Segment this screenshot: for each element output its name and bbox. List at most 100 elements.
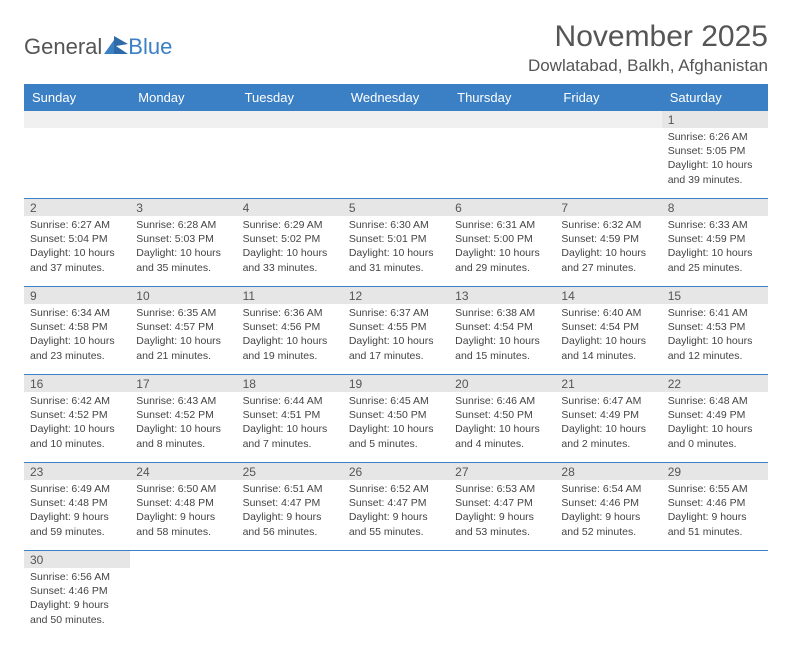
sunrise-text: Sunrise: 6:34 AM <box>30 306 124 320</box>
sunset-text: Sunset: 4:49 PM <box>561 408 655 422</box>
daylight-line2: and 37 minutes. <box>30 261 124 275</box>
day-number <box>449 551 555 568</box>
daylight-line2: and 50 minutes. <box>30 613 124 627</box>
sunset-text: Sunset: 4:48 PM <box>136 496 230 510</box>
sunset-text: Sunset: 4:52 PM <box>136 408 230 422</box>
day-cell <box>555 568 661 638</box>
daylight-line1: Daylight: 10 hours <box>668 334 762 348</box>
day-cell: Sunrise: 6:41 AMSunset: 4:53 PMDaylight:… <box>662 304 768 374</box>
daylight-line2: and 19 minutes. <box>243 349 337 363</box>
daylight-line2: and 33 minutes. <box>243 261 337 275</box>
day-number: 3 <box>130 199 236 216</box>
day-cell: Sunrise: 6:51 AMSunset: 4:47 PMDaylight:… <box>237 480 343 550</box>
daylight-line1: Daylight: 10 hours <box>668 158 762 172</box>
daylight-line2: and 5 minutes. <box>349 437 443 451</box>
sunset-text: Sunset: 4:49 PM <box>668 408 762 422</box>
week-row: Sunrise: 6:56 AMSunset: 4:46 PMDaylight:… <box>24 568 768 638</box>
sunset-text: Sunset: 4:54 PM <box>561 320 655 334</box>
day-cell <box>555 128 661 198</box>
daylight-line2: and 59 minutes. <box>30 525 124 539</box>
sunset-text: Sunset: 5:04 PM <box>30 232 124 246</box>
sunrise-text: Sunrise: 6:46 AM <box>455 394 549 408</box>
daylight-line2: and 12 minutes. <box>668 349 762 363</box>
day-cell: Sunrise: 6:50 AMSunset: 4:48 PMDaylight:… <box>130 480 236 550</box>
day-cell: Sunrise: 6:40 AMSunset: 4:54 PMDaylight:… <box>555 304 661 374</box>
day-number: 20 <box>449 375 555 392</box>
weekday-label: Tuesday <box>237 84 343 111</box>
day-cell: Sunrise: 6:54 AMSunset: 4:46 PMDaylight:… <box>555 480 661 550</box>
sunrise-text: Sunrise: 6:56 AM <box>30 570 124 584</box>
sunrise-text: Sunrise: 6:44 AM <box>243 394 337 408</box>
sunrise-text: Sunrise: 6:45 AM <box>349 394 443 408</box>
day-cell: Sunrise: 6:27 AMSunset: 5:04 PMDaylight:… <box>24 216 130 286</box>
daylight-line2: and 2 minutes. <box>561 437 655 451</box>
week-row: Sunrise: 6:49 AMSunset: 4:48 PMDaylight:… <box>24 480 768 551</box>
daynum-row: 2345678 <box>24 199 768 216</box>
daynum-row: 30 <box>24 551 768 568</box>
daylight-line1: Daylight: 9 hours <box>668 510 762 524</box>
flag-icon <box>104 36 128 54</box>
daylight-line2: and 56 minutes. <box>243 525 337 539</box>
daylight-line2: and 21 minutes. <box>136 349 230 363</box>
sunset-text: Sunset: 4:58 PM <box>30 320 124 334</box>
day-number: 6 <box>449 199 555 216</box>
week-row: Sunrise: 6:42 AMSunset: 4:52 PMDaylight:… <box>24 392 768 463</box>
day-number: 14 <box>555 287 661 304</box>
day-cell: Sunrise: 6:32 AMSunset: 4:59 PMDaylight:… <box>555 216 661 286</box>
daylight-line2: and 58 minutes. <box>136 525 230 539</box>
title-block: November 2025 Dowlatabad, Balkh, Afghani… <box>528 20 768 76</box>
week-row: Sunrise: 6:26 AMSunset: 5:05 PMDaylight:… <box>24 128 768 199</box>
daylight-line1: Daylight: 9 hours <box>30 510 124 524</box>
day-cell: Sunrise: 6:31 AMSunset: 5:00 PMDaylight:… <box>449 216 555 286</box>
day-cell <box>449 568 555 638</box>
day-cell: Sunrise: 6:37 AMSunset: 4:55 PMDaylight:… <box>343 304 449 374</box>
daylight-line1: Daylight: 9 hours <box>136 510 230 524</box>
day-number: 4 <box>237 199 343 216</box>
daylight-line2: and 0 minutes. <box>668 437 762 451</box>
day-number: 22 <box>662 375 768 392</box>
day-number: 7 <box>555 199 661 216</box>
day-cell: Sunrise: 6:44 AMSunset: 4:51 PMDaylight:… <box>237 392 343 462</box>
day-number: 24 <box>130 463 236 480</box>
daylight-line2: and 35 minutes. <box>136 261 230 275</box>
sunset-text: Sunset: 4:51 PM <box>243 408 337 422</box>
sunset-text: Sunset: 4:46 PM <box>561 496 655 510</box>
day-cell: Sunrise: 6:45 AMSunset: 4:50 PMDaylight:… <box>343 392 449 462</box>
day-cell: Sunrise: 6:30 AMSunset: 5:01 PMDaylight:… <box>343 216 449 286</box>
daylight-line2: and 10 minutes. <box>30 437 124 451</box>
day-number: 11 <box>237 287 343 304</box>
sunrise-text: Sunrise: 6:27 AM <box>30 218 124 232</box>
location: Dowlatabad, Balkh, Afghanistan <box>528 56 768 76</box>
month-title: November 2025 <box>528 20 768 54</box>
logo-text-general: General <box>24 34 102 60</box>
sunrise-text: Sunrise: 6:31 AM <box>455 218 549 232</box>
daylight-line2: and 15 minutes. <box>455 349 549 363</box>
daylight-line1: Daylight: 10 hours <box>455 246 549 260</box>
day-number <box>24 111 130 128</box>
daylight-line2: and 14 minutes. <box>561 349 655 363</box>
day-number: 10 <box>130 287 236 304</box>
sunset-text: Sunset: 4:57 PM <box>136 320 230 334</box>
logo-text-blue: Blue <box>128 34 172 60</box>
daynum-row: 23242526272829 <box>24 463 768 480</box>
day-cell <box>237 568 343 638</box>
day-number: 1 <box>662 111 768 128</box>
day-cell: Sunrise: 6:46 AMSunset: 4:50 PMDaylight:… <box>449 392 555 462</box>
sunrise-text: Sunrise: 6:47 AM <box>561 394 655 408</box>
day-number <box>343 551 449 568</box>
daylight-line1: Daylight: 10 hours <box>561 422 655 436</box>
sunrise-text: Sunrise: 6:33 AM <box>668 218 762 232</box>
day-cell: Sunrise: 6:48 AMSunset: 4:49 PMDaylight:… <box>662 392 768 462</box>
day-number: 8 <box>662 199 768 216</box>
daylight-line1: Daylight: 10 hours <box>243 422 337 436</box>
sunset-text: Sunset: 4:50 PM <box>455 408 549 422</box>
sunset-text: Sunset: 4:47 PM <box>455 496 549 510</box>
day-cell: Sunrise: 6:43 AMSunset: 4:52 PMDaylight:… <box>130 392 236 462</box>
day-number: 25 <box>237 463 343 480</box>
day-number: 15 <box>662 287 768 304</box>
daylight-line2: and 17 minutes. <box>349 349 443 363</box>
day-cell: Sunrise: 6:28 AMSunset: 5:03 PMDaylight:… <box>130 216 236 286</box>
day-number: 23 <box>24 463 130 480</box>
daylight-line1: Daylight: 9 hours <box>561 510 655 524</box>
day-number <box>237 111 343 128</box>
